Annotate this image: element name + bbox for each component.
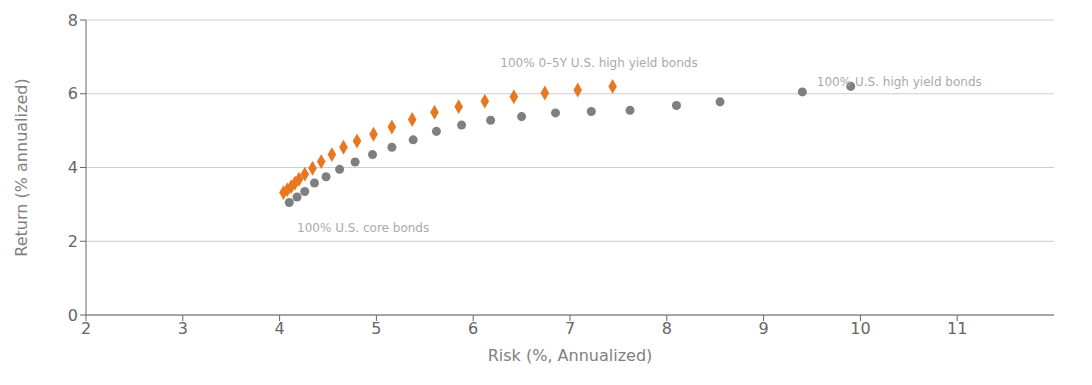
svg-text:4: 4: [68, 158, 78, 177]
svg-text:2: 2: [68, 232, 78, 251]
svg-text:3: 3: [178, 319, 188, 338]
svg-text:10: 10: [850, 319, 870, 338]
svg-text:8: 8: [662, 319, 672, 338]
svg-text:9: 9: [759, 319, 769, 338]
svg-text:6: 6: [468, 319, 478, 338]
svg-text:100% U.S. core bonds: 100% U.S. core bonds: [297, 221, 429, 235]
svg-text:5: 5: [371, 319, 381, 338]
svg-text:100% U.S. high yield bonds: 100% U.S. high yield bonds: [817, 75, 982, 89]
svg-text:4: 4: [275, 319, 285, 338]
svg-text:2: 2: [81, 319, 91, 338]
svg-text:Return (% annualized): Return (% annualized): [12, 78, 31, 256]
svg-text:7: 7: [565, 319, 575, 338]
svg-text:Risk (%, Annualized): Risk (%, Annualized): [488, 346, 653, 365]
svg-text:0: 0: [68, 306, 78, 325]
svg-text:100% 0–5Y U.S. high yield bond: 100% 0–5Y U.S. high yield bonds: [500, 56, 697, 70]
svg-text:8: 8: [68, 11, 78, 30]
svg-text:6: 6: [68, 84, 78, 103]
svg-text:11: 11: [947, 319, 967, 338]
